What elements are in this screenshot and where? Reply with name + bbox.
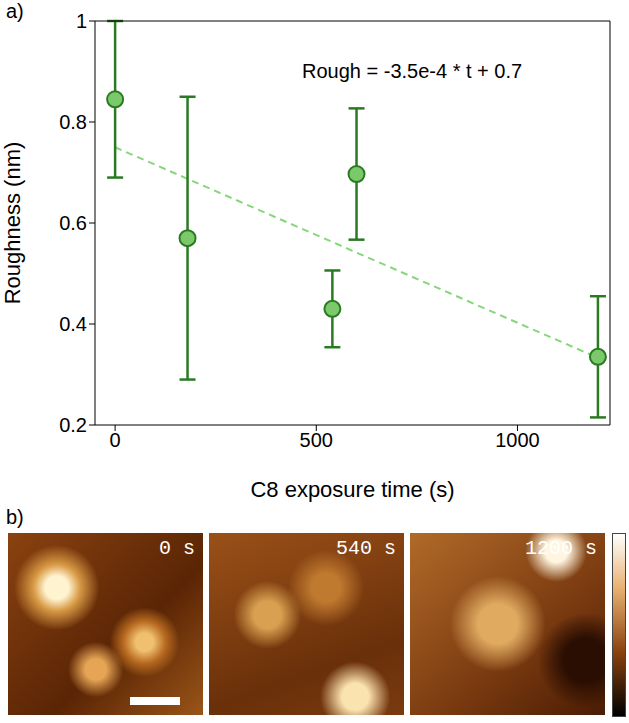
- html-text:Rough = -3.5e-4 * t + 0.7: Rough = -3.5e-4 * t + 0.7: [302, 60, 523, 82]
- svg-text:Roughness (nm): Roughness (nm): [0, 142, 25, 305]
- html-text:0 s: 0 s: [159, 537, 195, 560]
- svg-text:0.6: 0.6: [59, 212, 87, 234]
- svg-text:C8 exposure time (s): C8 exposure time (s): [250, 477, 454, 502]
- svg-text:500: 500: [300, 429, 333, 451]
- svg-text:0.2: 0.2: [59, 414, 87, 436]
- html-text:a): a): [6, 0, 24, 22]
- svg-text:1: 1: [76, 10, 87, 32]
- html-text:540 s: 540 s: [336, 537, 396, 560]
- svg-text:0: 0: [110, 429, 121, 451]
- html-text:b): b): [6, 506, 24, 528]
- svg-text:0.4: 0.4: [59, 313, 87, 335]
- svg-text:1000: 1000: [495, 429, 540, 451]
- svg-text:0.8: 0.8: [59, 111, 87, 133]
- html-text:1200 s: 1200 s: [525, 537, 597, 560]
